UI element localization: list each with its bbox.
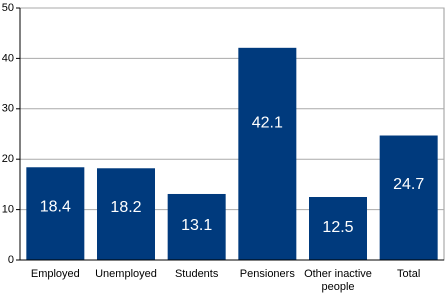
y-tick-label: 10 — [2, 204, 14, 216]
x-tick-label: Employed — [30, 268, 80, 280]
value-label: 18.2 — [110, 199, 141, 216]
value-label: 24.7 — [393, 176, 424, 193]
x-tick-label: Total — [397, 268, 421, 280]
bar — [167, 193, 226, 260]
bar — [309, 197, 367, 260]
x-tick-label: Pensioners — [239, 268, 295, 280]
x-tick-label: Students — [174, 268, 219, 280]
y-tick-label: 20 — [2, 153, 14, 165]
value-label: 42.1 — [252, 115, 283, 132]
bar — [97, 168, 155, 260]
value-label: 18.4 — [40, 198, 71, 215]
bar — [379, 135, 438, 260]
y-tick-label: 30 — [2, 103, 14, 115]
bar — [26, 167, 85, 260]
value-label: 12.5 — [322, 219, 353, 236]
x-tick-label: Unemployed — [95, 268, 157, 280]
y-tick-label: 50 — [2, 2, 14, 14]
y-tick-label: 40 — [2, 52, 14, 64]
value-label: 13.1 — [181, 217, 212, 234]
bar — [238, 47, 297, 261]
x-tick-label: Other inactive people — [304, 268, 372, 293]
y-tick-label: 0 — [8, 254, 14, 266]
